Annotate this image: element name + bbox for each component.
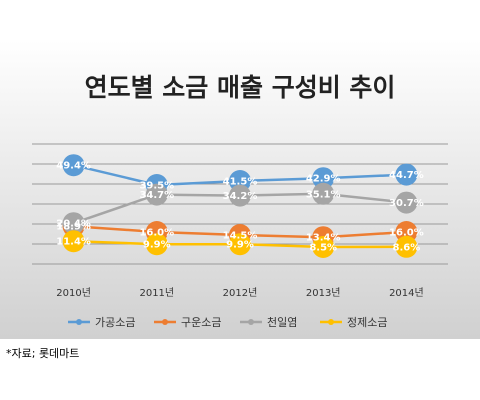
data-point (229, 184, 251, 207)
data-point (312, 167, 335, 190)
series-lines: 49.4% 39.5% 41.5% 42.9% 44.7% 18.9% 16.0% 14.5%… (56, 154, 424, 258)
x-tick-label: 2014년 (389, 287, 424, 299)
data-label: 8.6% (393, 242, 421, 253)
data-label: 9.9% (226, 240, 254, 251)
data-label: 11.4% (56, 237, 91, 248)
data-point (229, 233, 251, 256)
data-label: 18.9% (56, 222, 91, 233)
x-tick-label: 2010년 (56, 287, 91, 299)
legend-marker (248, 319, 254, 325)
data-point (145, 233, 168, 256)
x-tick-label: 2012년 (223, 287, 258, 299)
data-label: 34.2% (223, 191, 258, 202)
data-label: 13.4% (306, 233, 341, 244)
x-tick-label: 2013년 (306, 287, 341, 299)
data-label: 8.5% (309, 243, 337, 254)
source-note: *자료; 롯데마트 (6, 347, 80, 360)
x-axis-ticks: 2010년 2011년 2012년 2013년 2014년 (56, 287, 423, 299)
data-point (395, 163, 418, 186)
data-label: 16.0% (389, 228, 424, 239)
data-label: 14.5% (223, 231, 258, 242)
legend-marker (328, 319, 334, 325)
data-point (62, 212, 85, 235)
data-label: 30.7% (389, 198, 424, 209)
data-point (312, 236, 335, 258)
legend-label: 정제소금 (347, 316, 387, 329)
chart-panel: 연도별 소금 매출 구성비 추이 49.4% 39.5% 41.5% 42.9% 44.… (0, 40, 480, 339)
line-chart: 연도별 소금 매출 구성비 추이 49.4% 39.5% 41.5% 42.9% 44.… (0, 40, 480, 339)
data-label: 41.5% (223, 177, 258, 188)
data-point (62, 230, 85, 253)
data-label: 34.7% (139, 190, 174, 201)
data-label: 9.9% (143, 240, 171, 251)
data-label: 35.1% (306, 189, 341, 200)
legend: 가공소금 구운소금 천일염 정제소금 (68, 315, 387, 329)
legend-label: 구운소금 (181, 316, 221, 329)
data-label: 20.4% (56, 219, 91, 230)
data-label: 49.4% (56, 161, 91, 172)
legend-marker (162, 319, 168, 325)
data-label: 16.0% (139, 228, 174, 239)
data-label: 42.9% (306, 174, 341, 185)
legend-marker (76, 319, 82, 325)
data-point (395, 235, 418, 258)
legend-label: 천일염 (267, 315, 297, 329)
data-point (312, 182, 335, 205)
x-tick-label: 2011년 (139, 287, 174, 299)
data-point (395, 191, 418, 214)
legend-label: 가공소금 (95, 316, 135, 329)
data-label: 44.7% (389, 170, 424, 181)
chart-title: 연도별 소금 매출 구성비 추이 (85, 73, 396, 102)
data-label: 39.5% (139, 181, 174, 192)
data-point (145, 183, 168, 206)
data-point (62, 154, 85, 177)
